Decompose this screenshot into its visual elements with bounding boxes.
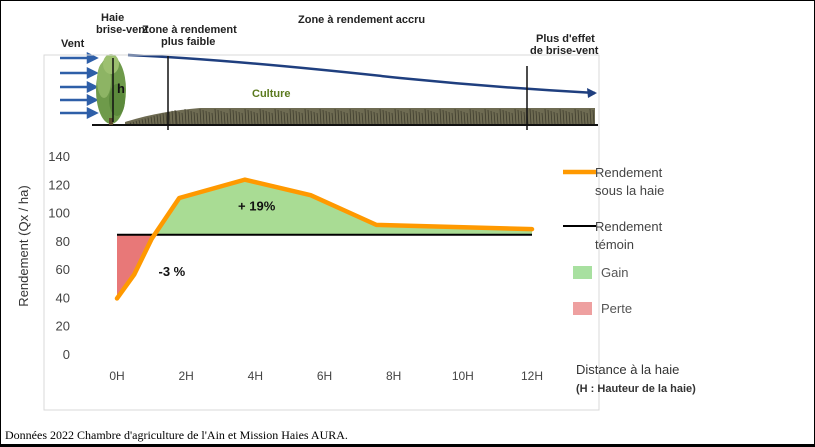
y-tick-label-120: 120 xyxy=(48,177,70,192)
source-caption: Données 2022 Chambre d'agriculture de l'… xyxy=(5,428,348,442)
x-tick-label-8H: 8H xyxy=(386,369,401,383)
legend-swatch-3 xyxy=(573,302,592,315)
annotation-1: -3 % xyxy=(159,264,186,279)
legend-label-0-1: sous la haie xyxy=(595,183,664,198)
legend-label-1-1: témoin xyxy=(595,237,634,252)
x-axis-label: Distance à la haie xyxy=(576,362,679,377)
x-tick-label-6H: 6H xyxy=(317,369,332,383)
windbreak-diagram: h Vent Haie brise-vent Zone à rendement … xyxy=(60,12,599,130)
wind-label: Vent xyxy=(61,38,85,50)
hedge-yield-line xyxy=(114,177,535,301)
y-axis-ticks: 0 20 40 60 80 100 120 140 xyxy=(48,149,70,362)
x-axis-sublabel: (H : Hauteur de la haie) xyxy=(576,383,696,395)
y-tick-label-40: 40 xyxy=(56,290,70,305)
legend-label-3: Perte xyxy=(601,301,632,316)
wind-flow-line xyxy=(127,53,596,95)
crop-texture xyxy=(129,108,595,125)
y-tick-label-0: 0 xyxy=(63,347,70,362)
y-tick-label-100: 100 xyxy=(48,206,70,221)
zone-low-label-line2: plus faible xyxy=(161,36,215,48)
x-tick-label-0H: 0H xyxy=(109,369,124,383)
height-label: h xyxy=(117,81,125,96)
hedge-label-line1: Haie xyxy=(101,12,124,24)
zone-end-label-line2: de brise-vent xyxy=(530,45,599,57)
chart-panel xyxy=(43,54,600,411)
x-axis-ticks: 0H 2H 4H 6H 8H 10H 12H xyxy=(109,369,543,383)
x-tick-label-4H: 4H xyxy=(248,369,263,383)
x-tick-label-2H: 2H xyxy=(178,369,193,383)
y-axis-label: Rendement (Qx / ha) xyxy=(16,185,31,306)
chart-annotations: + 19% -3 % xyxy=(159,199,276,279)
legend-swatch-2 xyxy=(573,266,592,279)
y-tick-label-80: 80 xyxy=(56,234,70,249)
y-tick-label-140: 140 xyxy=(48,149,70,164)
bottom-rule xyxy=(0,444,815,447)
zone-end-label-line1: Plus d'effet xyxy=(536,33,595,45)
wind-arrows xyxy=(60,51,99,120)
crop-label: Culture xyxy=(252,88,291,100)
chart-legend: Rendement sous la haie Rendement témoin Gain… xyxy=(563,165,664,316)
y-tick-label-60: 60 xyxy=(56,262,70,277)
yield-chart: 0 20 40 60 80 100 120 140 0H 2H 4H 6H 8H 10H 12H + 19… xyxy=(16,149,696,395)
hedge-label-line2: brise-vent xyxy=(96,24,149,36)
x-tick-label-10H: 10H xyxy=(452,369,474,383)
y-tick-label-20: 20 xyxy=(56,319,70,334)
x-tick-label-12H: 12H xyxy=(521,369,543,383)
wind-flow-arrow xyxy=(587,88,597,98)
legend-label-2: Gain xyxy=(601,265,628,280)
legend-label-1-0: Rendement xyxy=(595,219,663,234)
gain-area xyxy=(154,179,532,235)
zone-low-label-line1: Zone à rendement xyxy=(142,24,237,36)
zone-high-label: Zone à rendement accru xyxy=(298,14,425,26)
annotation-0: + 19% xyxy=(238,199,276,214)
legend-label-0-0: Rendement xyxy=(595,165,663,180)
